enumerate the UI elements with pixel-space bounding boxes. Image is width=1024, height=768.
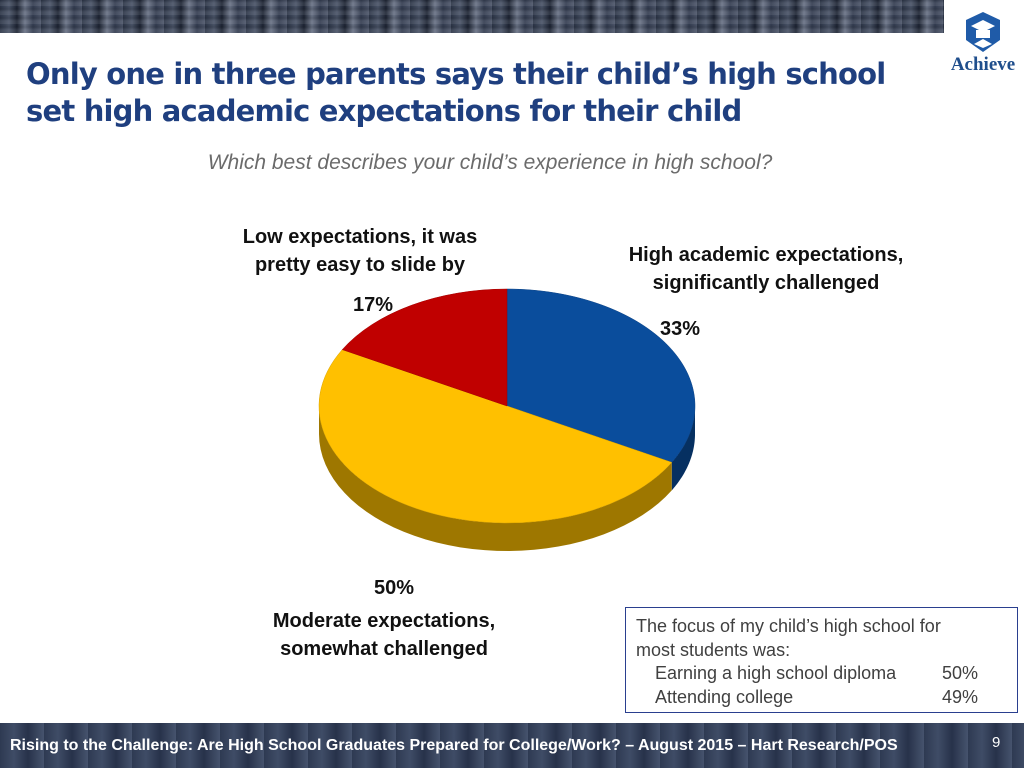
pie-slice	[318, 349, 673, 524]
page-number: 9	[992, 734, 1001, 751]
achieve-emblem-icon	[966, 12, 1000, 52]
note-row-value: 49%	[942, 686, 979, 707]
logo-wordmark: Achieve	[950, 54, 1016, 75]
note-title-line1: The focus of my child’s high school for	[636, 616, 941, 636]
slice-label-moderate-line2: somewhat challenged	[280, 638, 488, 660]
page-title: Only one in three parents says their chi…	[26, 56, 956, 130]
footer-text: Rising to the Challenge: Are High School…	[10, 737, 898, 754]
pie-sides	[319, 406, 695, 551]
slice-label-low: Low expectations, it was pretty easy to …	[200, 223, 520, 279]
slice-value-low: 17%	[353, 294, 394, 316]
slice-label-high-line1: High academic expectations,	[628, 244, 904, 266]
achieve-logo: Achieve	[944, 6, 1022, 76]
title-line-2: set high academic expectations for their…	[26, 94, 742, 128]
slice-label-low-line2: pretty easy to slide by	[254, 254, 466, 276]
slice-label-low-line1: Low expectations, it was	[242, 226, 478, 248]
note-row-value: 50%	[942, 663, 979, 683]
title-line-1: Only one in three parents says their chi…	[26, 57, 886, 91]
pie-slice	[341, 288, 508, 407]
note-title-line2: most students was:	[636, 639, 791, 660]
slice-value-high: 33%	[660, 318, 701, 340]
note-row-label: Earning a high school diploma	[655, 663, 897, 683]
pie-slice-side	[671, 406, 695, 491]
slice-label-moderate-line1: Moderate expectations,	[272, 610, 496, 632]
footer-bar	[0, 723, 1024, 768]
slice-label-high-line2: significantly challenged	[652, 272, 880, 294]
pie-slice-side	[319, 406, 672, 551]
top-photo-banner	[0, 0, 944, 33]
pie-slice	[506, 288, 696, 463]
note-box: The focus of my child’s high school for …	[625, 607, 1018, 713]
slice-label-high: High academic expectations, significantl…	[606, 241, 926, 297]
note-row-label: Attending college	[655, 686, 794, 707]
chart-subtitle: Which best describes your child’s experi…	[207, 151, 773, 174]
note-row: Earning a high school diploma 50%	[636, 662, 1007, 686]
slice-label-moderate: Moderate expectations, somewhat challeng…	[224, 607, 544, 663]
note-row: Attending college 49%	[636, 686, 1007, 710]
slice-value-moderate: 50%	[374, 577, 415, 599]
